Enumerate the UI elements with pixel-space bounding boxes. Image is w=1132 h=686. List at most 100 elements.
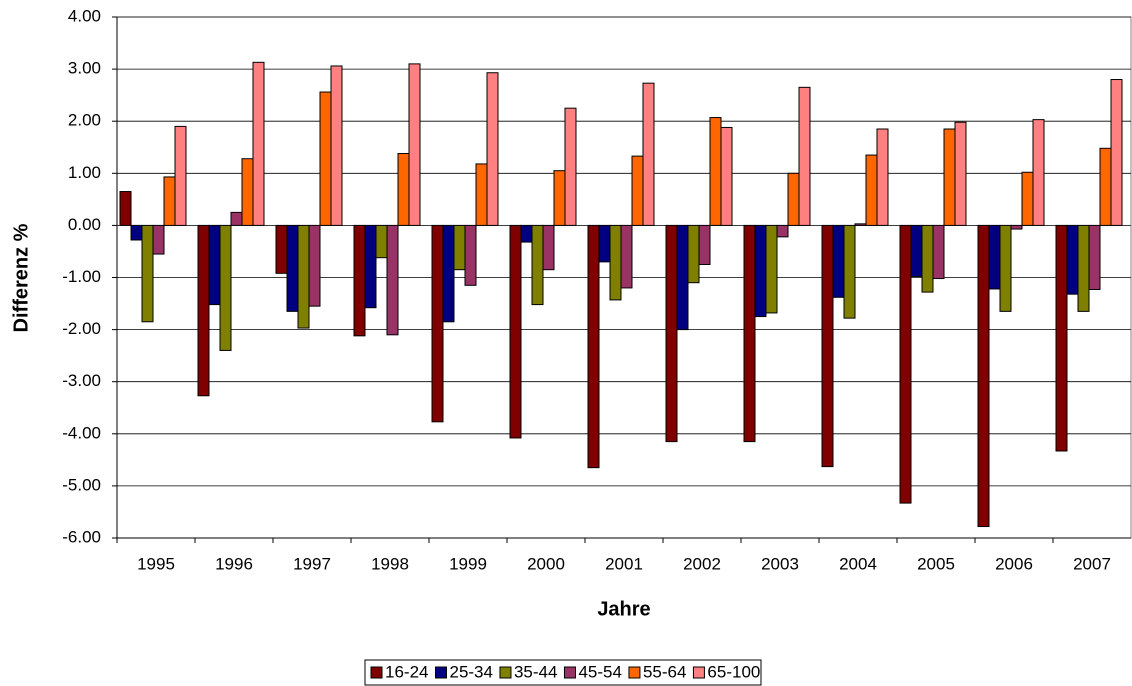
bar bbox=[787, 172, 800, 226]
bar bbox=[364, 224, 377, 309]
bar bbox=[1077, 224, 1090, 312]
legend-swatch bbox=[628, 666, 641, 679]
bar bbox=[241, 158, 254, 226]
bar bbox=[375, 224, 388, 259]
bar bbox=[665, 224, 678, 443]
bar bbox=[542, 224, 555, 271]
bar bbox=[988, 224, 1001, 290]
x-tick-label: 2007 bbox=[1073, 554, 1111, 573]
bar bbox=[130, 224, 143, 241]
bar bbox=[464, 224, 477, 286]
bar bbox=[798, 86, 811, 226]
bar bbox=[720, 126, 733, 226]
bar bbox=[598, 224, 611, 263]
bar bbox=[1055, 224, 1068, 452]
bar bbox=[698, 224, 711, 265]
bar bbox=[1066, 224, 1079, 295]
bar bbox=[609, 224, 622, 301]
bar bbox=[865, 154, 878, 226]
bar bbox=[486, 72, 499, 226]
y-axis-title: Differenz % bbox=[10, 223, 32, 332]
bar bbox=[843, 224, 856, 319]
y-tick-label: 4.00 bbox=[68, 6, 101, 25]
bar bbox=[743, 224, 756, 443]
bar bbox=[475, 163, 488, 226]
x-tick-label: 1996 bbox=[215, 554, 253, 573]
bar bbox=[408, 63, 421, 226]
y-tick-label: -2.00 bbox=[62, 319, 101, 338]
bar bbox=[431, 224, 444, 423]
bar bbox=[152, 224, 165, 255]
bar bbox=[642, 82, 655, 226]
bar bbox=[353, 224, 366, 337]
bar bbox=[297, 224, 310, 329]
bar bbox=[1099, 147, 1112, 226]
legend-label: 55-64 bbox=[643, 662, 686, 681]
bar bbox=[531, 224, 544, 306]
bar bbox=[386, 224, 399, 336]
bar bbox=[687, 224, 700, 284]
bar bbox=[453, 224, 466, 271]
bar bbox=[1032, 119, 1045, 226]
bar bbox=[676, 224, 689, 331]
legend-label: 25-34 bbox=[449, 662, 492, 681]
legend-label: 45-54 bbox=[578, 662, 621, 681]
legend-swatch bbox=[434, 666, 447, 679]
bar bbox=[899, 224, 912, 504]
bar bbox=[821, 224, 834, 468]
bar bbox=[319, 91, 332, 226]
bar bbox=[587, 224, 600, 469]
bar bbox=[197, 224, 210, 397]
bar bbox=[208, 224, 221, 306]
bar bbox=[1110, 79, 1123, 226]
y-tick-label: 3.00 bbox=[68, 59, 101, 78]
bar bbox=[1088, 224, 1101, 290]
legend-swatch bbox=[499, 666, 512, 679]
x-tick-label: 2005 bbox=[917, 554, 955, 573]
bar bbox=[252, 61, 265, 226]
x-tick-label: 2002 bbox=[683, 554, 721, 573]
bar bbox=[943, 128, 956, 226]
x-tick-label: 1999 bbox=[449, 554, 487, 573]
y-tick-label: -6.00 bbox=[62, 527, 101, 546]
x-tick-label: 2006 bbox=[995, 554, 1033, 573]
y-tick-label: -4.00 bbox=[62, 423, 101, 442]
legend-swatch bbox=[563, 666, 576, 679]
bar bbox=[620, 224, 633, 289]
x-axis-title: Jahre bbox=[597, 598, 650, 620]
x-tick-label: 2000 bbox=[527, 554, 565, 573]
x-tick-label: 2004 bbox=[839, 554, 877, 573]
legend-label: 35-44 bbox=[514, 662, 557, 681]
bar bbox=[330, 65, 343, 226]
y-tick-label: -1.00 bbox=[62, 267, 101, 286]
legend-label: 65-100 bbox=[707, 662, 760, 681]
bar bbox=[954, 121, 967, 226]
x-tick-label: 2001 bbox=[605, 554, 643, 573]
x-tick-label: 2003 bbox=[761, 554, 799, 573]
legend: 16-24 25-34 35-44 45-54 55-64 65-100 bbox=[364, 659, 762, 686]
bar bbox=[832, 224, 845, 298]
bar bbox=[631, 155, 644, 226]
bar bbox=[275, 224, 288, 274]
bar bbox=[141, 224, 154, 323]
bar bbox=[230, 211, 243, 226]
bar bbox=[286, 224, 299, 312]
bar bbox=[765, 224, 778, 314]
bar bbox=[754, 224, 767, 318]
bar bbox=[174, 125, 187, 226]
bar bbox=[1010, 224, 1023, 230]
bar bbox=[308, 224, 321, 307]
bar bbox=[564, 107, 577, 226]
bar bbox=[977, 224, 990, 528]
bar bbox=[520, 224, 533, 243]
bar bbox=[1021, 171, 1034, 226]
x-tick-label: 1998 bbox=[371, 554, 409, 573]
y-tick-label: -3.00 bbox=[62, 371, 101, 390]
bar bbox=[163, 176, 176, 226]
legend-swatch bbox=[370, 666, 383, 679]
x-tick-label: 1995 bbox=[137, 554, 175, 573]
bar bbox=[854, 223, 867, 226]
bar bbox=[442, 224, 455, 323]
bar bbox=[709, 117, 722, 226]
